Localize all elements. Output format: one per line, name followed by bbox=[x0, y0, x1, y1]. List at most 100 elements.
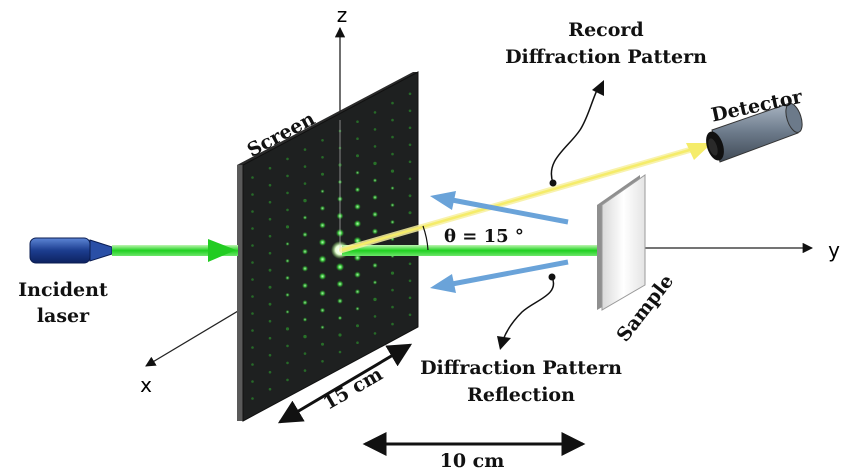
diffraction-dot bbox=[303, 165, 307, 168]
diffraction-dot bbox=[251, 397, 254, 400]
diffraction-dot bbox=[251, 380, 254, 383]
diffraction-dot bbox=[303, 198, 307, 203]
diffraction-dot bbox=[285, 275, 290, 281]
diffraction-dot bbox=[268, 234, 272, 238]
blue-arrow-upper bbox=[430, 191, 569, 225]
diffraction-dot bbox=[321, 360, 324, 363]
diffraction-dot bbox=[353, 220, 362, 228]
diffraction-dot bbox=[356, 154, 359, 158]
reflected-beam-arrowhead bbox=[686, 143, 712, 160]
diffraction-dot bbox=[390, 219, 395, 225]
diffraction-dot bbox=[303, 148, 307, 151]
diffraction-dot bbox=[251, 363, 254, 366]
diffraction-dot bbox=[268, 387, 272, 391]
reflected-beam-core bbox=[341, 145, 701, 252]
diffraction-dot bbox=[268, 217, 272, 221]
diffraction-dot bbox=[302, 282, 308, 289]
diffraction-dot bbox=[391, 118, 394, 122]
diffraction-dot bbox=[320, 189, 325, 194]
diffraction-dot bbox=[354, 271, 361, 279]
reflection-leader-dot bbox=[548, 273, 556, 281]
blue-arrow-lower bbox=[430, 259, 569, 293]
y-axis-label: y bbox=[828, 238, 840, 262]
diffraction-dot bbox=[268, 319, 272, 323]
transmitted-beam bbox=[342, 245, 600, 256]
diffraction-dot bbox=[268, 268, 272, 272]
diffraction-dot bbox=[286, 157, 289, 161]
diffraction-dot bbox=[356, 341, 359, 345]
diffraction-dot bbox=[337, 298, 343, 304]
diffraction-dot bbox=[302, 248, 308, 255]
diffraction-dot bbox=[251, 329, 254, 332]
reflection-leader-line bbox=[502, 276, 555, 341]
diffraction-dot bbox=[303, 182, 307, 185]
diffraction-dot bbox=[303, 352, 307, 355]
diffraction-dot bbox=[319, 290, 326, 297]
diffraction-dot bbox=[286, 191, 289, 195]
diffraction-dot bbox=[268, 251, 272, 255]
diffraction-dot bbox=[318, 255, 327, 264]
diffraction-dot bbox=[303, 334, 307, 339]
incident-label-line2: laser bbox=[37, 305, 90, 327]
diffraction-dot bbox=[408, 92, 412, 96]
sample-plate bbox=[597, 174, 646, 311]
diffraction-dot bbox=[268, 200, 272, 204]
diffraction-dot bbox=[321, 172, 324, 176]
detector-device bbox=[706, 102, 803, 163]
diffraction-dot bbox=[251, 227, 254, 230]
diffraction-dot bbox=[251, 278, 254, 281]
diffraction-dot bbox=[319, 205, 326, 211]
theta-label: θ = 15 ° bbox=[444, 226, 524, 247]
diffraction-dot bbox=[408, 143, 412, 147]
diffraction-dot bbox=[373, 297, 377, 302]
diffraction-dot bbox=[408, 177, 412, 181]
diffraction-dot bbox=[318, 272, 327, 280]
x-axis-label: x bbox=[140, 373, 152, 397]
diffraction-dot bbox=[268, 353, 272, 357]
diffraction-dot bbox=[268, 336, 272, 340]
diffraction-dot bbox=[268, 166, 272, 170]
diffraction-dot bbox=[408, 279, 412, 283]
diffraction-dot bbox=[391, 101, 394, 105]
diffraction-dot bbox=[302, 317, 308, 322]
diffraction-dot bbox=[285, 258, 290, 264]
diffraction-dot bbox=[268, 183, 272, 187]
diffraction-dot bbox=[285, 292, 290, 298]
record-leader-arrowhead bbox=[592, 80, 604, 96]
diffraction-dot bbox=[251, 244, 254, 247]
reflection-leader-arrowhead bbox=[497, 336, 511, 350]
diffraction-dot bbox=[356, 137, 359, 140]
screen-top-edge bbox=[237, 72, 418, 165]
z-axis-label: z bbox=[337, 3, 348, 27]
incident-beam-arrowhead bbox=[208, 239, 236, 262]
diffraction-dot bbox=[321, 156, 324, 159]
diffraction-dot bbox=[408, 313, 412, 317]
diffraction-dot bbox=[251, 312, 254, 315]
diffraction-dot bbox=[268, 285, 272, 289]
diffraction-dot bbox=[372, 194, 378, 201]
diffraction-dot bbox=[319, 307, 326, 313]
diffraction-dot bbox=[408, 160, 412, 164]
diffraction-dot bbox=[373, 161, 377, 166]
diffraction-dot bbox=[408, 262, 412, 266]
diffraction-dot bbox=[321, 139, 324, 142]
record-leader-dot bbox=[549, 179, 557, 187]
diffraction-dot bbox=[268, 302, 272, 306]
diffraction-dot bbox=[391, 288, 394, 292]
diffraction-dot bbox=[390, 271, 395, 275]
diffraction-dot bbox=[319, 222, 326, 229]
diffraction-dot bbox=[285, 225, 290, 229]
diffraction-dot bbox=[354, 203, 361, 210]
diffraction-dot bbox=[390, 169, 395, 173]
diffraction-dot bbox=[301, 265, 309, 272]
diffraction-dot bbox=[372, 280, 378, 285]
diffraction-dot bbox=[391, 152, 394, 156]
diffraction-dot bbox=[408, 109, 412, 113]
diffraction-dot bbox=[286, 174, 289, 178]
diffraction-dot bbox=[354, 187, 361, 193]
angle-arc bbox=[422, 225, 429, 251]
incident-beam bbox=[112, 245, 238, 256]
diffraction-dot bbox=[408, 296, 412, 300]
diffraction-dot bbox=[355, 170, 360, 175]
